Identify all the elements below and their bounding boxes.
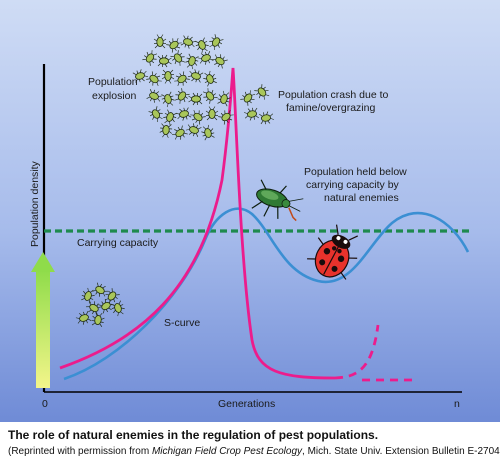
crash-label-line1: Population crash due to (278, 89, 388, 101)
x-axis-start-label: 0 (42, 398, 48, 410)
pest-rebound-dashed-line (334, 324, 380, 380)
held-label-line2: carrying capacity by (306, 179, 400, 191)
predator-bug-icon (251, 179, 304, 222)
held-label-line1: Population held below (304, 166, 407, 178)
ladybug-icon (307, 224, 358, 280)
growth-arrow-icon (31, 252, 55, 388)
held-label-line3: natural enemies (324, 192, 399, 204)
x-axis-end-label: n (454, 398, 460, 410)
caption-note-source: Michigan Field Crop Pest Ecology (151, 446, 303, 457)
carrying-capacity-label: Carrying capacity (77, 237, 159, 249)
pest-population-curve (59, 67, 336, 380)
explosion-label-line1: Population (88, 76, 138, 88)
caption-note: (Reprinted with permission from Michigan… (8, 446, 500, 457)
explosion-label-line2: explosion (92, 90, 137, 102)
s-curve-label: S-curve (164, 317, 200, 329)
crash-label-line2: famine/overgrazing (286, 102, 375, 114)
y-axis-label: Population density (29, 160, 41, 247)
caption-note-suffix: , Mich. State Univ. Extension Bulletin E… (302, 446, 500, 457)
caption-note-prefix: (Reprinted with permission from (8, 446, 152, 457)
population-regulation-diagram: Population explosion Population crash du… (0, 0, 500, 422)
caption-title: The role of natural enemies in the regul… (8, 428, 379, 442)
x-axis-label: Generations (218, 398, 275, 410)
